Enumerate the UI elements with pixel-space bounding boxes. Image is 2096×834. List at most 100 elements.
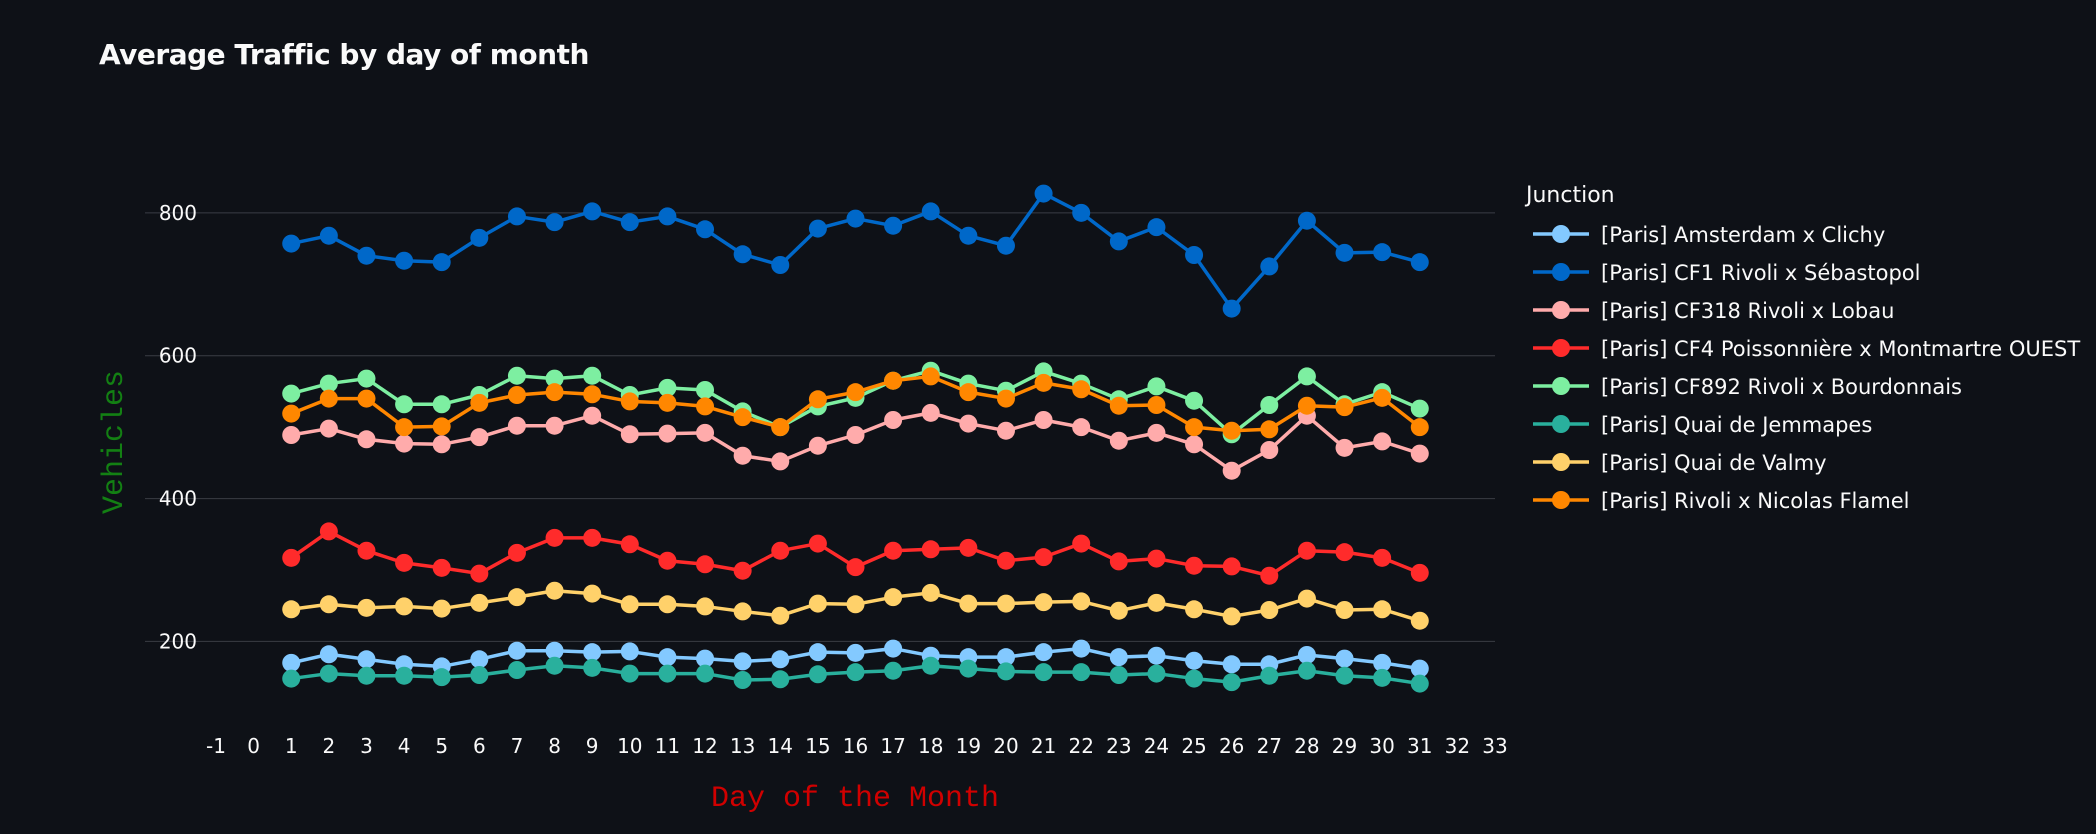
data-point [1034,373,1053,392]
data-point [658,648,677,667]
legend-item: [Paris] Rivoli x Nicolas Flamel [1533,489,1909,513]
data-point [282,548,301,567]
data-point [583,385,602,404]
data-point [959,383,978,402]
data-point [395,418,414,437]
data-point [1410,659,1429,678]
data-point [1373,668,1392,687]
chart-title: Average Traffic by day of month [99,38,589,71]
data-point [395,395,414,414]
data-point [319,389,338,408]
x-tick-label: 12 [692,734,717,758]
data-point [319,664,338,683]
data-point [846,663,865,682]
data-point [545,528,564,547]
data-point [432,395,451,414]
legend-label: [Paris] CF4 Poissonnière x Montmartre OU… [1601,337,2080,361]
data-point [282,669,301,688]
data-point [1410,563,1429,582]
x-tick-label: 26 [1219,734,1244,758]
series-lines [282,184,1429,693]
data-point [1297,646,1316,664]
series-7 [282,367,1429,440]
data-point [846,643,865,662]
x-tick-label: 9 [586,734,599,758]
data-point [1185,435,1204,454]
data-point [282,384,301,403]
data-point [1335,243,1354,262]
data-point [808,390,827,409]
data-point [432,435,451,454]
data-point [884,216,903,235]
data-point [357,246,376,265]
data-point [696,649,715,668]
x-tick-label: 16 [843,734,868,758]
data-point [1109,648,1128,667]
data-point [1335,543,1354,562]
y-tick-label: 800 [159,201,197,225]
data-point [696,220,715,239]
data-point [1335,398,1354,417]
y-tick-label: 600 [159,344,197,368]
x-tick-label: 24 [1144,734,1169,758]
legend-label: [Paris] Quai de Valmy [1601,451,1827,475]
data-point [658,378,677,397]
data-point [319,226,338,245]
data-point [996,421,1015,440]
data-point [1072,592,1091,611]
data-point [1109,232,1128,251]
data-point [545,641,564,660]
data-point [808,436,827,455]
x-tick-label: 4 [398,734,411,758]
data-point [1072,203,1091,222]
data-point [996,648,1015,667]
data-point [921,367,940,386]
data-point [696,664,715,683]
data-point [357,430,376,449]
data-point [808,665,827,684]
data-point [1335,601,1354,619]
data-point [507,366,526,385]
x-tick-label: 1 [285,734,298,758]
data-point [357,541,376,560]
legend-swatch-marker [1552,377,1570,395]
data-point [395,434,414,453]
data-point [771,670,790,689]
x-tick-label: 22 [1068,734,1093,758]
data-point [1222,673,1241,692]
x-tick-label: 13 [730,734,755,758]
data-point [846,426,865,444]
data-point [1335,666,1354,685]
data-point [1260,441,1279,459]
data-point [884,411,903,429]
x-tick-label: 17 [880,734,905,758]
data-point [545,369,564,388]
data-point [1109,666,1128,684]
x-tick-label: 10 [617,734,642,758]
data-point [1260,420,1279,439]
data-point [432,599,451,618]
data-point [507,641,526,660]
legend-label: [Paris] Amsterdam x Clichy [1601,223,1885,247]
data-point [771,452,790,471]
data-point [884,371,903,390]
legend-item: [Paris] Amsterdam x Clichy [1533,223,1885,247]
data-point [696,597,715,616]
x-tick-label: 31 [1407,734,1432,758]
data-point [620,595,639,614]
legend-item: [Paris] Quai de Jemmapes [1533,413,1872,437]
x-tick-label: 18 [918,734,943,758]
data-point [1034,663,1053,682]
data-point [884,588,903,607]
data-point [733,245,752,264]
legend-label: [Paris] CF892 Rivoli x Bourdonnais [1601,375,1962,399]
legend-item: [Paris] Quai de Valmy [1533,451,1827,475]
data-point [319,374,338,393]
data-point [357,369,376,388]
x-tick-label: 19 [956,734,981,758]
data-point [921,540,940,559]
data-point [1410,444,1429,463]
legend-swatch-marker [1552,225,1570,243]
legend-swatch-marker [1552,339,1570,357]
data-point [620,392,639,411]
